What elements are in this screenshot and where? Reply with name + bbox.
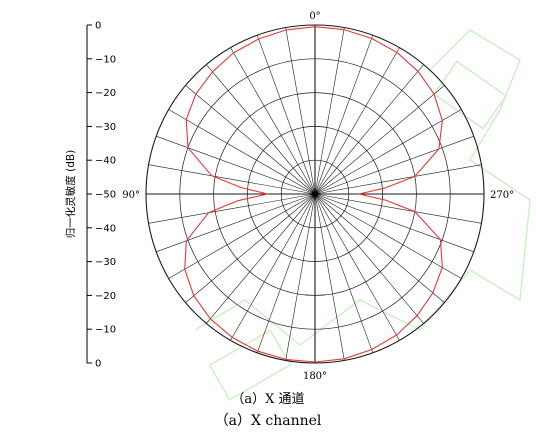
polar-grid [145,24,485,364]
grid-spoke [256,35,316,195]
axis-tick-label: −10 [95,54,116,65]
grid-spoke [314,193,445,303]
axis-tick-label: −30 [95,122,116,133]
axis-tick-label: −20 [95,88,116,99]
grid-spoke [314,193,474,253]
grid-spoke [314,193,462,279]
axis-tick-label: −50 [95,190,116,201]
axis-tick-label: −40 [95,223,116,234]
angle-label-left: 90° [122,190,140,201]
grid-spoke [314,193,345,361]
grid-spoke [285,27,316,195]
axis-tick-label: −40 [95,156,116,167]
grid-spoke [185,85,316,195]
axis-tick-label: −30 [95,257,116,268]
grid-spoke [230,47,316,195]
watermark-outline [194,29,531,346]
grid-spoke [156,193,316,253]
grid-spoke [206,193,316,324]
grid-spoke [314,193,400,341]
angle-label-top: 0° [309,11,320,22]
grid-spoke [185,193,316,303]
axis-tick-label: −20 [95,291,116,302]
grid-spoke [156,135,316,195]
grid-spoke [314,27,345,195]
grid-spoke [314,164,482,195]
grid-spoke [314,109,462,195]
grid-spoke [148,193,316,224]
axis-tick-label: −10 [95,325,116,336]
grid-spoke [168,193,316,279]
angle-label-right: 270° [490,190,514,201]
grid-spoke [314,135,474,195]
data-series [184,26,443,363]
grid-spoke [168,109,316,195]
angle-label-bottom: 180° [303,371,327,382]
watermark-block [208,329,292,401]
grid-spoke [206,64,316,195]
axis-tick-label: 0 [95,21,101,32]
grid-spoke [230,193,316,341]
grid-spoke [256,193,316,353]
center-dot [311,190,319,198]
grid-spoke [314,47,400,195]
caption-chinese: （a）X 通道 [231,392,305,407]
grid-spoke [314,193,374,353]
grid-spoke [314,85,445,195]
grid-spoke [314,64,424,195]
grid-spoke [314,193,424,324]
grid-spoke [314,35,374,195]
grid-spoke [285,193,316,361]
series-line [184,26,443,363]
radial-axis: 0 −10 −20 −30 −40 −50 −40 −30 −20 −10 0 归一化灵敏度 (dB) [64,21,116,370]
grid-spoke [148,164,316,195]
y-axis-label: 归一化灵敏度 (dB) [64,150,77,238]
angle-labels: 0° 90° 270° 180° [122,11,514,382]
axis-tick-label: 0 [95,359,101,370]
grid-spoke [314,193,482,224]
caption-english: （a）X channel [214,413,322,429]
